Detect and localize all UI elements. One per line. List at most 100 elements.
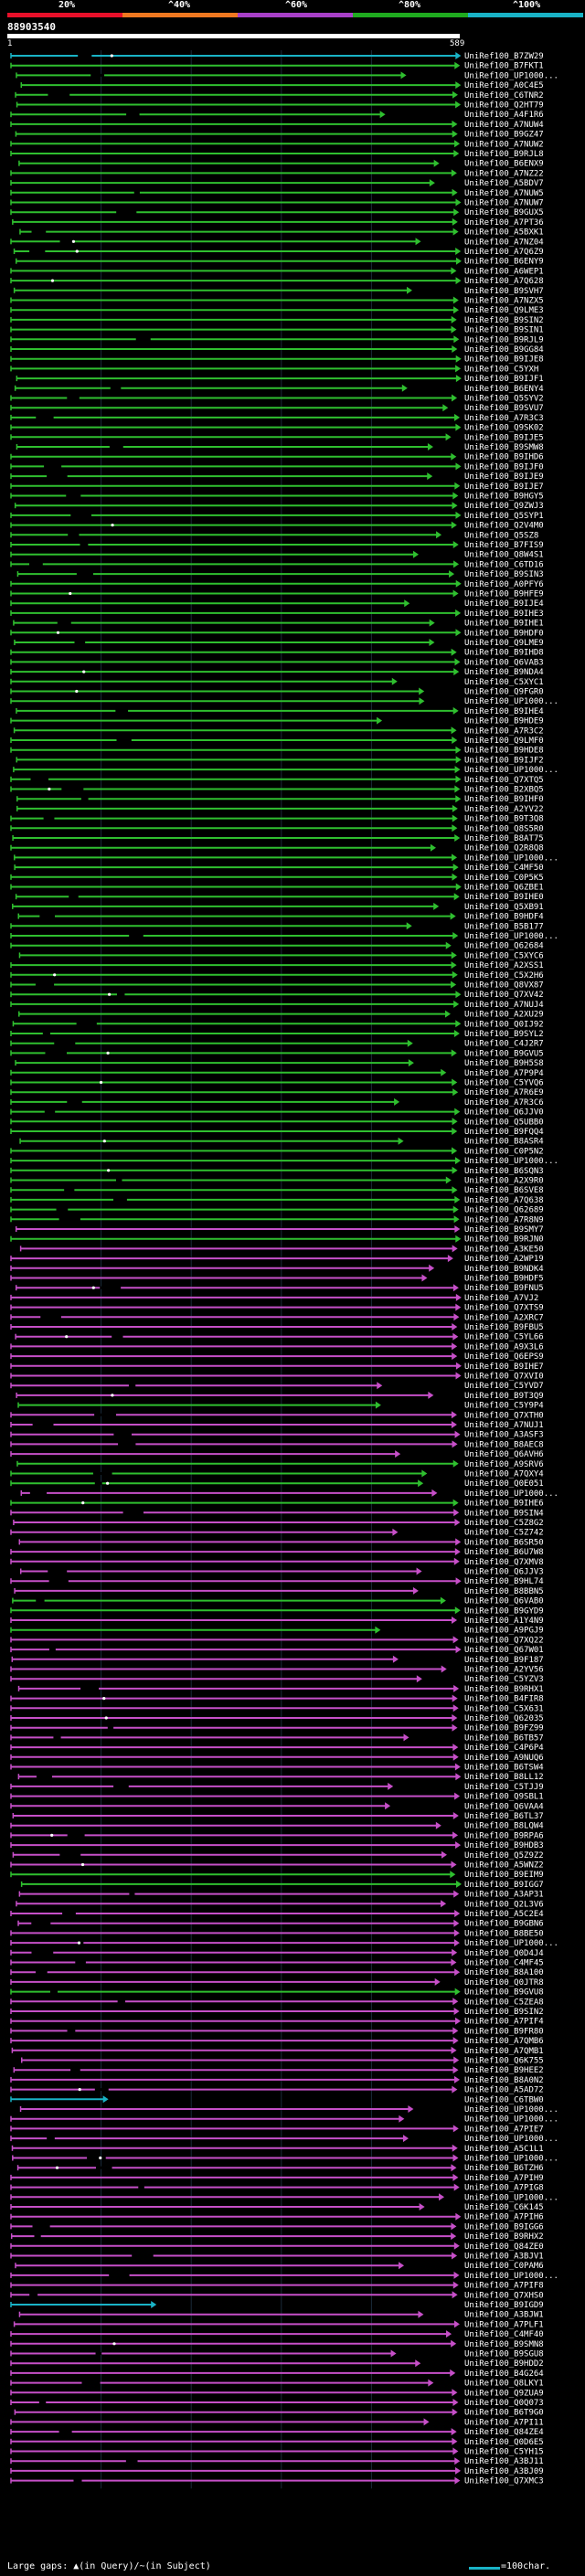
hit-row[interactable]: UniRef100_A5C2E4 (10, 1910, 544, 1919)
hit-label[interactable]: UniRef100_B9SGU8 (464, 2350, 544, 2359)
hit-row[interactable]: UniRef100_A7Q638 (10, 1195, 544, 1205)
hit-label[interactable]: UniRef100_A7Q628 (464, 277, 544, 286)
hit-row[interactable]: UniRef100_B9GVU8 (10, 1988, 544, 1998)
hit-row[interactable]: UniRef100_B9SIN2 (10, 315, 544, 325)
hit-label[interactable]: UniRef100_B9IHF0 (464, 795, 544, 804)
hit-row[interactable]: UniRef100_B9SIN2 (10, 2008, 544, 2017)
hit-row[interactable]: UniRef100_A7PIH9 (10, 2173, 544, 2183)
hit-row[interactable]: UniRef100_A5BXK1 (19, 228, 544, 238)
hit-row[interactable]: UniRef100_A7Q6Z9 (13, 248, 544, 257)
hit-row[interactable]: UniRef100_A7PIE7 (10, 2125, 544, 2134)
hit-label[interactable]: UniRef100_Q9LMF0 (464, 737, 544, 746)
hit-label[interactable]: UniRef100_A6WEP1 (464, 267, 544, 276)
hit-row[interactable]: UniRef100_B6ENX9 (18, 159, 544, 169)
hit-label[interactable]: UniRef100_C0P5N2 (464, 1147, 544, 1156)
hit-row[interactable]: UniRef100_B9IHE3 (10, 609, 544, 619)
hit-row[interactable]: UniRef100_Q6VAB3 (10, 658, 544, 667)
hit-label[interactable]: UniRef100_B9RHX2 (464, 2232, 544, 2242)
hit-label[interactable]: UniRef100_B9RJL8 (464, 150, 544, 159)
hit-row[interactable]: UniRef100_B8A100 (10, 1968, 544, 1977)
hit-row[interactable]: UniRef100_B9HL74 (10, 1577, 544, 1586)
hit-row[interactable]: UniRef100_A7PIF4 (10, 2017, 544, 2027)
hit-label[interactable]: UniRef100_B8LQW4 (464, 1822, 544, 1831)
hit-row[interactable]: UniRef100_A3ASF3 (10, 1430, 544, 1440)
hit-label[interactable]: UniRef100_B8AEC8 (464, 1440, 544, 1449)
hit-row[interactable]: UniRef100_B9IGG6 (10, 2222, 544, 2231)
hit-row[interactable]: UniRef100_B9SVU7 (10, 404, 544, 413)
hit-label[interactable]: UniRef100_A7PI11 (464, 2418, 544, 2427)
hit-row[interactable]: UniRef100_C5YVQ6 (10, 1078, 544, 1088)
hit-row[interactable]: UniRef100_A7NUW5 (10, 188, 544, 198)
hit-row[interactable]: UniRef100_A4F1R6 (10, 111, 544, 120)
hit-label[interactable]: UniRef100_Q6AVH6 (464, 1450, 544, 1459)
hit-row[interactable]: UniRef100_Q6AVH6 (10, 1450, 544, 1459)
hit-row[interactable]: UniRef100_B9IGG7 (20, 1880, 544, 1890)
hit-label[interactable]: UniRef100_C4MF40 (464, 2330, 544, 2339)
hit-label[interactable]: UniRef100_A7R8N9 (464, 1215, 544, 1224)
hit-row[interactable]: UniRef100_A5AD72 (10, 2085, 544, 2095)
hit-label[interactable]: UniRef100_B9IHE6 (464, 1500, 544, 1509)
hit-row[interactable]: UniRef100_C5YL66 (15, 1332, 544, 1342)
hit-row[interactable]: UniRef100_B6ENY4 (14, 384, 544, 394)
hit-row[interactable]: UniRef100_Q62684 (10, 941, 544, 951)
hit-row[interactable]: UniRef100_B8ASR4 (19, 1137, 544, 1147)
hit-label[interactable]: UniRef100_B9GZ47 (464, 131, 544, 140)
hit-label[interactable]: UniRef100_B9FZ99 (464, 1724, 544, 1733)
hit-label[interactable]: UniRef100_B8LL12 (464, 1773, 544, 1782)
hit-label[interactable]: UniRef100_B6TL37 (464, 1812, 544, 1821)
hit-label[interactable]: UniRef100_B9HDE8 (464, 747, 544, 756)
hit-label[interactable]: UniRef100_A5WNZ2 (464, 1861, 544, 1871)
hit-row[interactable]: UniRef100_UP1000... (10, 2115, 558, 2125)
hit-row[interactable]: UniRef100_C5YH15 (10, 2447, 544, 2457)
hit-label[interactable]: UniRef100_A7PIH6 (464, 2213, 544, 2222)
hit-label[interactable]: UniRef100_A7NUW2 (464, 140, 544, 149)
hit-row[interactable]: UniRef100_Q84ZE0 (10, 2242, 544, 2252)
hit-label[interactable]: UniRef100_B9FR80 (464, 2027, 544, 2036)
hit-label[interactable]: UniRef100_Q7XVI0 (464, 1373, 544, 1382)
hit-label[interactable]: UniRef100_B9SVU7 (464, 404, 544, 413)
hit-row[interactable]: UniRef100_B8A0N2 (10, 2075, 544, 2085)
hit-label[interactable]: UniRef100_Q5UBB0 (464, 1118, 544, 1127)
hit-label[interactable]: UniRef100_UP1000... (464, 2135, 558, 2144)
hit-row[interactable]: UniRef100_C5YVD7 (10, 1382, 544, 1391)
hit-row[interactable]: UniRef100_A0PFY6 (10, 579, 544, 589)
hit-label[interactable]: UniRef100_A7R3C2 (464, 726, 544, 736)
hit-row[interactable]: UniRef100_A7NZX5 (10, 296, 544, 306)
hit-label[interactable]: UniRef100_B6ENY9 (464, 258, 544, 267)
hit-row[interactable]: UniRef100_Q6JJV0 (10, 1108, 544, 1118)
hit-row[interactable]: UniRef100_B8LL12 (17, 1773, 544, 1782)
hit-row[interactable]: UniRef100_A9X3L6 (10, 1342, 544, 1352)
hit-label[interactable]: UniRef100_A2XRC7 (464, 1313, 544, 1322)
hit-label[interactable]: UniRef100_B9FBU5 (464, 1323, 544, 1332)
hit-label[interactable]: UniRef100_B9SIN2 (464, 2008, 544, 2017)
hit-row[interactable]: UniRef100_UP1000... (13, 766, 558, 775)
hit-row[interactable]: UniRef100_B9RJL8 (10, 150, 544, 159)
hit-label[interactable]: UniRef100_B6SR50 (464, 1538, 544, 1547)
hit-row[interactable]: UniRef100_B9IHE1 (13, 619, 544, 629)
hit-row[interactable]: UniRef100_B9IJF1 (16, 375, 544, 384)
hit-row[interactable]: UniRef100_B9RJN0 (10, 1235, 544, 1245)
hit-row[interactable]: UniRef100_Q62035 (10, 1714, 544, 1723)
hit-row[interactable]: UniRef100_C4P6P4 (10, 1744, 544, 1753)
hit-row[interactable]: UniRef100_B9SMW8 (16, 443, 544, 452)
hit-row[interactable]: UniRef100_UP1000... (10, 1939, 558, 1948)
hit-label[interactable]: UniRef100_B6SVE8 (464, 1186, 544, 1195)
hit-row[interactable]: UniRef100_A0C4E5 (20, 81, 544, 90)
hit-row[interactable]: UniRef100_Q9ZUA9 (10, 2389, 544, 2398)
hit-label[interactable]: UniRef100_UP1000... (464, 2155, 558, 2164)
hit-label[interactable]: UniRef100_Q6VAB3 (464, 658, 544, 667)
hit-label[interactable]: UniRef100_Q84ZE4 (464, 2428, 544, 2437)
hit-label[interactable]: UniRef100_Q9ZUA9 (464, 2389, 544, 2398)
hit-label[interactable]: UniRef100_B9SYL2 (464, 1030, 544, 1039)
hit-label[interactable]: UniRef100_B9IJE5 (464, 433, 544, 442)
hit-label[interactable]: UniRef100_B9RJL9 (464, 335, 544, 345)
hit-row[interactable]: UniRef100_B9HDE8 (10, 746, 544, 756)
hit-label[interactable]: UniRef100_B9H5S8 (464, 1059, 544, 1068)
hit-row[interactable]: UniRef100_A2YV56 (10, 1665, 544, 1675)
hit-label[interactable]: UniRef100_Q9FGR0 (464, 688, 544, 697)
hit-row[interactable]: UniRef100_Q8S5R0 (10, 824, 544, 833)
hit-label[interactable]: UniRef100_B9IJE9 (464, 472, 544, 482)
hit-row[interactable]: UniRef100_C6K145 (10, 2203, 544, 2212)
hit-row[interactable]: UniRef100_B9IHD8 (10, 648, 544, 658)
hit-row[interactable]: UniRef100_A7PIH6 (10, 2212, 544, 2222)
